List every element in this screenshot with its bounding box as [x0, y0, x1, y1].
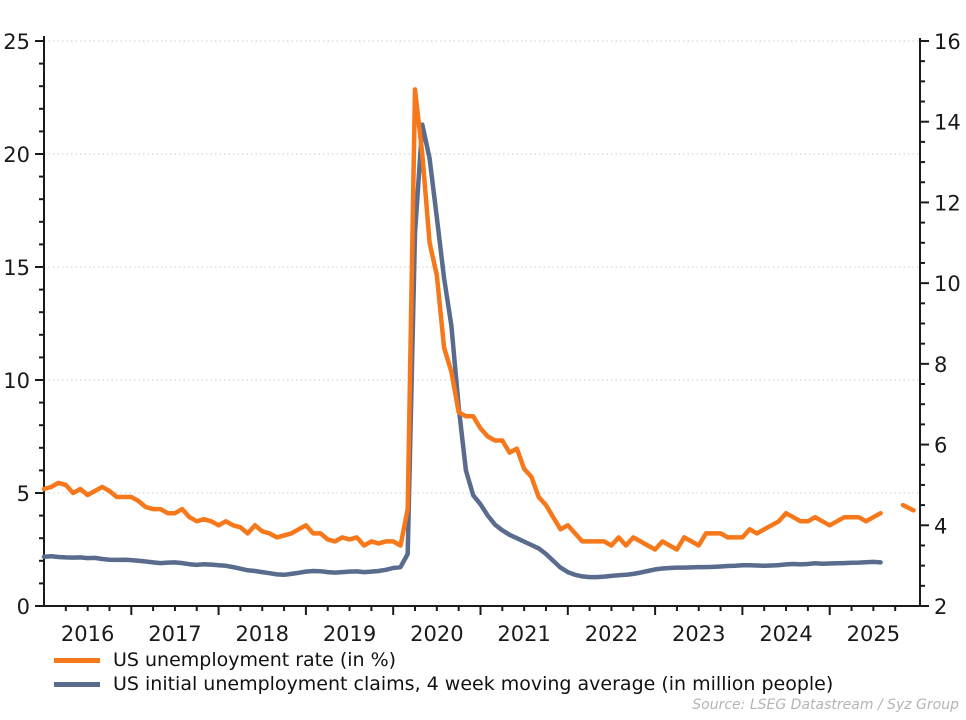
right-axis-tick-label: 10 — [934, 272, 961, 296]
left-axis-tick-label: 20 — [3, 143, 30, 167]
source-note: Source: LSEG Datastream / Syz Group — [692, 697, 959, 713]
x-axis-year-label: 2023 — [672, 622, 725, 646]
left-axis-tick-label: 10 — [3, 369, 30, 393]
left-axis-tick-label: 25 — [3, 30, 30, 54]
x-axis-year-label: 2017 — [148, 622, 201, 646]
right-axis-tick-label: 8 — [934, 353, 947, 377]
legend-item-initial-claims: US initial unemployment claims, 4 week m… — [54, 673, 834, 695]
right-axis-tick-label: 4 — [934, 514, 947, 538]
x-axis-year-label: 2022 — [585, 622, 638, 646]
x-axis-year-label: 2020 — [410, 622, 463, 646]
unemployment-rate-dash-segment — [900, 502, 916, 513]
legend-label-initial-claims: US initial unemployment claims, 4 week m… — [113, 673, 834, 695]
right-axis-tick-label: 6 — [934, 434, 947, 458]
x-axis-year-label: 2021 — [497, 622, 550, 646]
x-axis-year-label: 2019 — [323, 622, 376, 646]
legend-swatch-initial-claims — [54, 681, 100, 687]
left-axis-tick-label: 5 — [17, 482, 30, 506]
x-axis-year-label: 2025 — [847, 622, 900, 646]
x-axis-year-label: 2024 — [759, 622, 812, 646]
legend-swatch-unemployment-rate — [54, 657, 100, 663]
initial-claims-line — [41, 122, 883, 580]
right-axis-tick-label: 2 — [934, 595, 947, 619]
unemployment-rate-line — [41, 87, 883, 552]
x-axis-year-label: 2018 — [236, 622, 289, 646]
right-axis-tick-label: 14 — [934, 111, 961, 135]
chart-legend: US unemployment rate (in %) US initial u… — [54, 649, 834, 699]
right-axis-tick-label: 16 — [934, 30, 961, 54]
right-axis-tick-label: 12 — [934, 191, 961, 215]
left-axis-tick-label: 15 — [3, 256, 30, 280]
legend-item-unemployment-rate: US unemployment rate (in %) — [54, 649, 833, 671]
x-axis-year-label: 2016 — [61, 622, 114, 646]
left-axis-tick-label: 0 — [17, 595, 30, 619]
legend-label-unemployment-rate: US unemployment rate (in %) — [113, 649, 397, 671]
